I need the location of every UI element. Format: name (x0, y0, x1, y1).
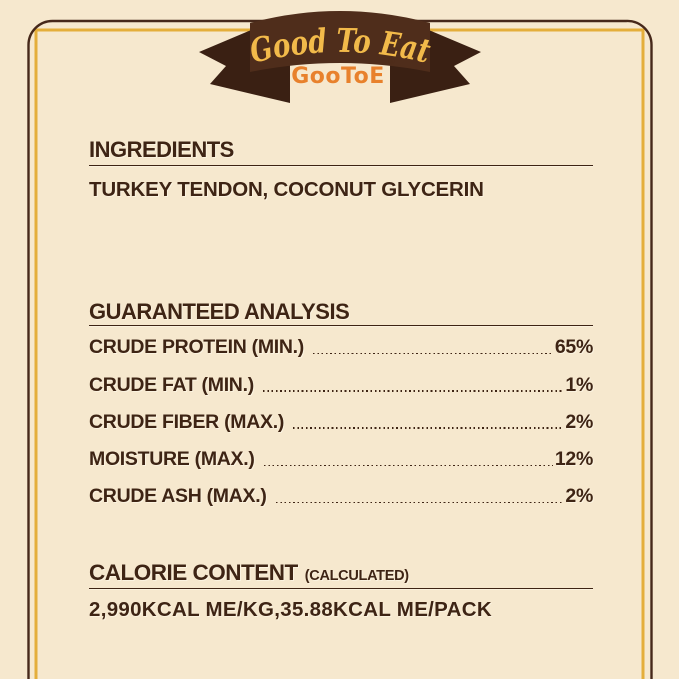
table-row: CRUDE FIBER (MAX.) 2% (89, 395, 593, 432)
dotted-leader (313, 352, 553, 355)
calorie-value: 2,990KCAL ME/KG,35.88KCAL ME/PACK (89, 598, 492, 621)
table-row: CRUDE ASH (MAX.) 2% (89, 470, 593, 507)
dotted-leader (263, 464, 553, 467)
ingredients-value: TURKEY TENDON, COCONUT GLYCERIN (89, 178, 484, 201)
calorie-heading-note: (CALCULATED) (304, 568, 409, 584)
row-label: CRUDE ASH (MAX.) (89, 485, 267, 508)
row-value: 12% (554, 448, 593, 471)
row-value: 65% (554, 336, 593, 359)
row-label: CRUDE FAT (MIN.) (89, 373, 254, 396)
calorie-underline (89, 588, 593, 589)
dotted-leader (293, 427, 564, 429)
guaranteed-analysis-table: CRUDE PROTEIN (MIN.) 65% CRUDE FAT (MIN.… (89, 321, 593, 507)
ingredients-underline (89, 165, 593, 166)
table-row: MOISTURE (MAX.) 12% (89, 432, 593, 469)
row-label: CRUDE FIBER (MAX.) (89, 410, 285, 433)
ingredients-heading: INGREDIENTS (89, 137, 234, 162)
table-row: CRUDE PROTEIN (MIN.) 65% (89, 321, 593, 358)
row-label: MOISTURE (MAX.) (89, 448, 255, 471)
dotted-leader (275, 501, 564, 504)
calorie-content-heading: CALORIE CONTENT (CALCULATED) (89, 560, 409, 585)
calorie-heading-text: CALORIE CONTENT (89, 560, 298, 585)
row-label: CRUDE PROTEIN (MIN.) (89, 336, 304, 359)
dotted-leader (262, 390, 564, 392)
row-value: 1% (565, 373, 593, 396)
table-row: CRUDE FAT (MIN.) 1% (89, 358, 593, 395)
row-value: 2% (565, 485, 593, 508)
row-value: 2% (565, 410, 593, 433)
